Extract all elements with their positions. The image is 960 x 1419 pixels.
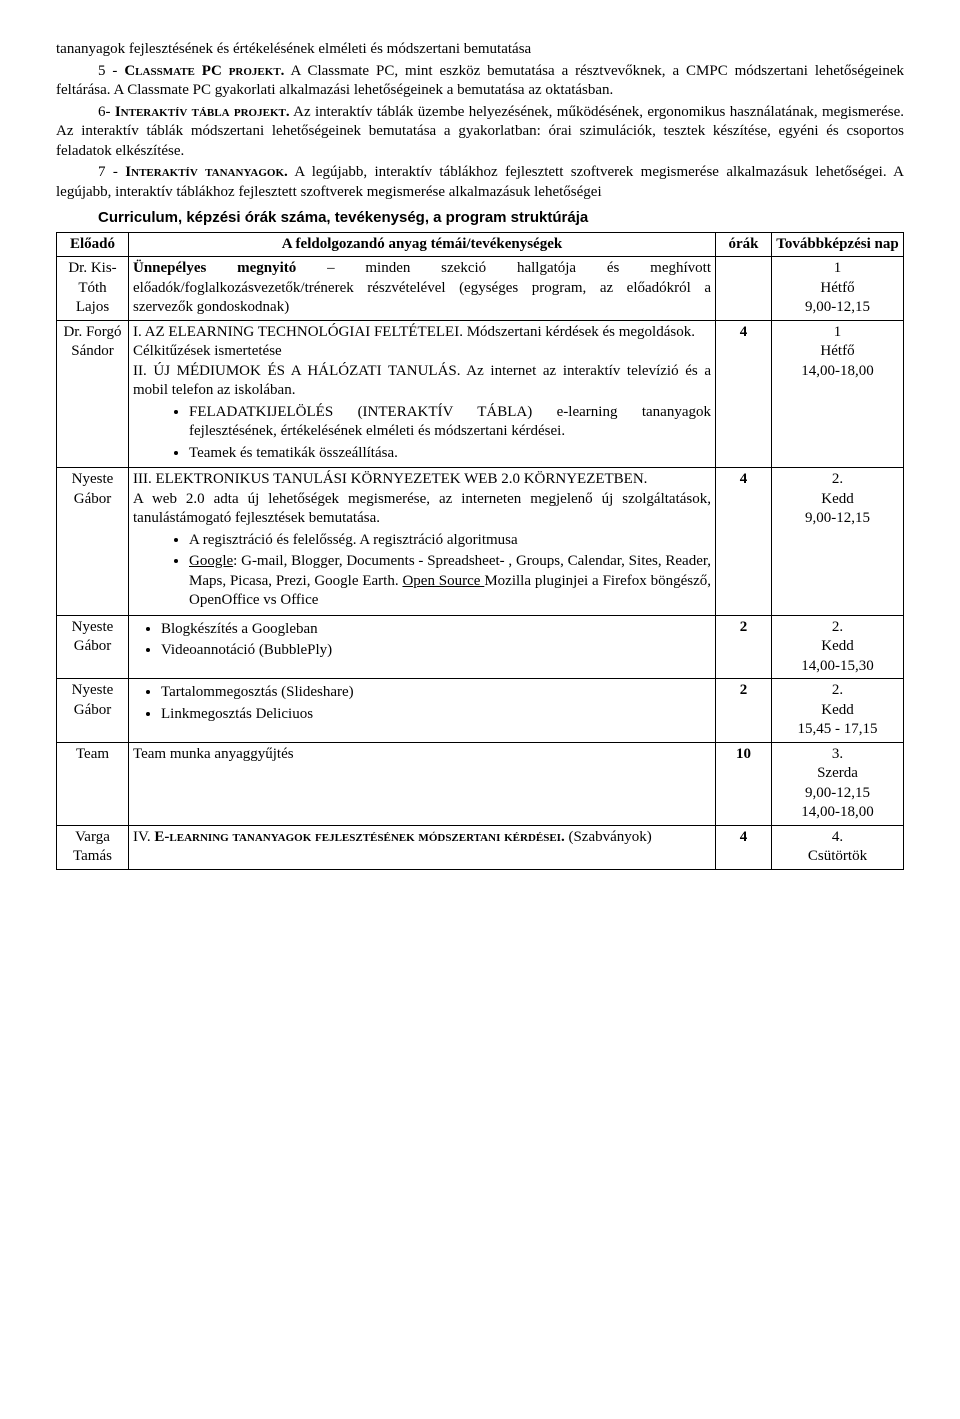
cell-presenter: Nyeste Gábor <box>57 468 129 616</box>
cell-presenter: Nyeste Gábor <box>57 679 129 743</box>
table-row: Nyeste Gábor Tartalommegosztás (Slidesha… <box>57 679 904 743</box>
curriculum-table: Előadó A feldolgozandó anyag témái/tevék… <box>56 232 904 870</box>
list-item: Linkmegosztás Deliciuos <box>161 705 711 725</box>
text: IV. <box>133 829 154 845</box>
list-item: Blogkészítés a Googleban <box>161 620 711 640</box>
intro-para-5: 5 - Classmate PC projekt. A Classmate PC… <box>56 62 904 101</box>
sc-title: E-learning tananyagok fejlesztésének mód… <box>154 829 564 845</box>
cell-hours <box>716 257 772 321</box>
cell-presenter: Dr. Forgó Sándor <box>57 320 129 468</box>
list-item: Google: G-mail, Blogger, Documents - Spr… <box>189 552 711 611</box>
cell-schedule: 4. Csütörtök <box>772 825 904 869</box>
text: (Szabványok) <box>565 829 652 845</box>
cell-schedule: 2. Kedd 9,00-12,15 <box>772 468 904 616</box>
cell-content: III. ELEKTRONIKUS TANULÁSI KÖRNYEZETEK W… <box>129 468 716 616</box>
list-item: Tartalommegosztás (Slideshare) <box>161 683 711 703</box>
th-presenter: Előadó <box>57 232 129 257</box>
cell-hours: 4 <box>716 468 772 616</box>
cell-content: Ünnepélyes megnyitó – minden szekció hal… <box>129 257 716 321</box>
cell-content: IV. E-learning tananyagok fejlesztésének… <box>129 825 716 869</box>
content-line: Célkitűzések ismertetése <box>133 342 711 362</box>
underline-opensource: Open Source <box>402 573 484 589</box>
bullet-list: Tartalommegosztás (Slideshare) Linkmegos… <box>161 683 711 724</box>
cell-presenter: Dr. Kis-Tóth Lajos <box>57 257 129 321</box>
cell-content: I. AZ ELEARNING TECHNOLÓGIAI FELTÉTELEI.… <box>129 320 716 468</box>
table-row: Nyeste Gábor Blogkészítés a Googleban Vi… <box>57 615 904 679</box>
cell-presenter: Team <box>57 742 129 825</box>
cell-schedule: 2. Kedd 15,45 - 17,15 <box>772 679 904 743</box>
list-item: A regisztráció és felelősség. A regisztr… <box>189 531 711 551</box>
label-5: 5 - <box>98 63 124 79</box>
label-7: 7 - <box>98 164 125 180</box>
cell-hours: 10 <box>716 742 772 825</box>
list-item: Videoannotáció (BubblePly) <box>161 641 711 661</box>
table-row: Team Team munka anyaggyűjtés 10 3. Szerd… <box>57 742 904 825</box>
content-line: I. AZ ELEARNING TECHNOLÓGIAI FELTÉTELEI.… <box>133 323 711 343</box>
intro-para-6: 6- Interaktív tábla projekt. Az interakt… <box>56 103 904 162</box>
section-heading: Curriculum, képzési órák száma, tevékeny… <box>56 208 904 228</box>
title-7: Interaktív tananyagok. <box>125 164 287 180</box>
cell-content: Tartalommegosztás (Slideshare) Linkmegos… <box>129 679 716 743</box>
list-item: Teamek és tematikák összeállítása. <box>189 444 711 464</box>
list-item: FELADATKIJELÖLÉS (INTERAKTÍV TÁBLA) e-le… <box>189 403 711 442</box>
cell-hours: 2 <box>716 679 772 743</box>
opening-bold: Ünnepélyes megnyitó <box>133 260 296 276</box>
cell-content: Blogkészítés a Googleban Videoannotáció … <box>129 615 716 679</box>
title-5: Classmate PC projekt. <box>124 63 284 79</box>
intro-para-7: 7 - Interaktív tananyagok. A legújabb, i… <box>56 163 904 202</box>
bullet-list: Blogkészítés a Googleban Videoannotáció … <box>161 620 711 661</box>
th-schedule: Továbbképzési nap <box>772 232 904 257</box>
th-topics: A feldolgozandó anyag témái/tevékenysége… <box>129 232 716 257</box>
bullet-list: FELADATKIJELÖLÉS (INTERAKTÍV TÁBLA) e-le… <box>189 403 711 464</box>
table-header-row: Előadó A feldolgozandó anyag témái/tevék… <box>57 232 904 257</box>
table-row: Dr. Kis-Tóth Lajos Ünnepélyes megnyitó –… <box>57 257 904 321</box>
table-row: Varga Tamás IV. E-learning tananyagok fe… <box>57 825 904 869</box>
table-row: Nyeste Gábor III. ELEKTRONIKUS TANULÁSI … <box>57 468 904 616</box>
cell-presenter: Nyeste Gábor <box>57 615 129 679</box>
cell-presenter: Varga Tamás <box>57 825 129 869</box>
cell-hours: 2 <box>716 615 772 679</box>
title-6: Interaktív tábla projekt. <box>115 104 290 120</box>
underline-google: Google <box>189 553 233 569</box>
intro-line1: tananyagok fejlesztésének és értékelésén… <box>56 40 904 60</box>
content-line: II. ÚJ MÉDIUMOK ÉS A HÁLÓZATI TANULÁS. A… <box>133 362 711 401</box>
content-line: III. ELEKTRONIKUS TANULÁSI KÖRNYEZETEK W… <box>133 470 711 490</box>
cell-schedule: 1 Hétfő 14,00-18,00 <box>772 320 904 468</box>
cell-schedule: 3. Szerda 9,00-12,15 14,00-18,00 <box>772 742 904 825</box>
cell-content: Team munka anyaggyűjtés <box>129 742 716 825</box>
cell-schedule: 2. Kedd 14,00-15,30 <box>772 615 904 679</box>
bullet-list: A regisztráció és felelősség. A regisztr… <box>189 531 711 611</box>
th-hours: órák <box>716 232 772 257</box>
table-row: Dr. Forgó Sándor I. AZ ELEARNING TECHNOL… <box>57 320 904 468</box>
cell-hours: 4 <box>716 320 772 468</box>
cell-schedule: 1 Hétfő 9,00-12,15 <box>772 257 904 321</box>
label-6: 6- <box>98 104 115 120</box>
cell-hours: 4 <box>716 825 772 869</box>
content-line: A web 2.0 adta új lehetőségek megismerés… <box>133 490 711 529</box>
